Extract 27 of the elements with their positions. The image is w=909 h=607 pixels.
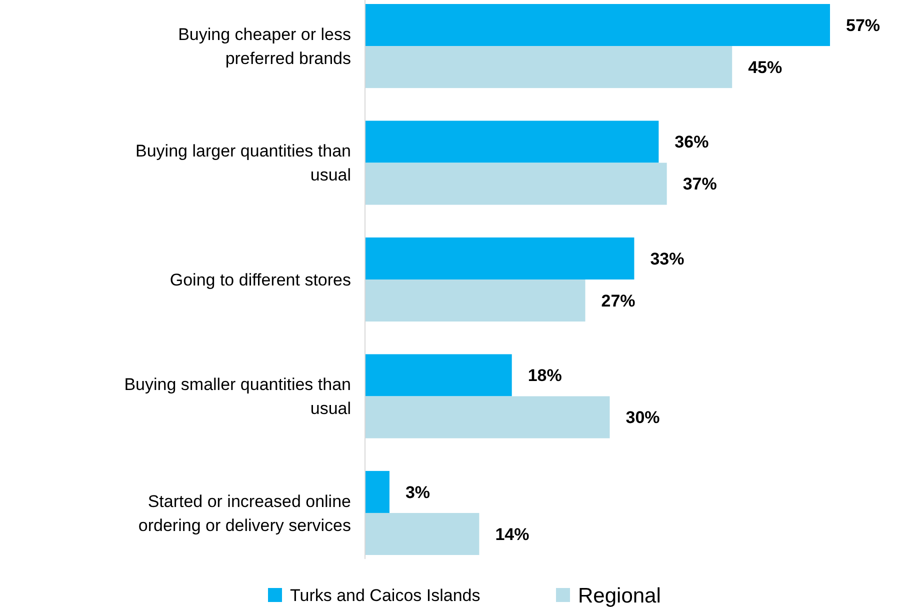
bar	[365, 512, 480, 555]
data-label: 45%	[748, 58, 782, 77]
y-tick-label: Buying larger quantities than usual	[136, 142, 351, 185]
bar	[365, 46, 732, 88]
data-label: 18%	[528, 366, 562, 386]
bar	[365, 4, 830, 46]
bar	[365, 162, 667, 205]
bar	[365, 470, 390, 513]
data-label: 3%	[405, 482, 430, 502]
y-tick-label: Started or increased online ordering or delivery services	[138, 492, 351, 535]
data-label: 36%	[674, 132, 709, 152]
bar	[365, 396, 610, 438]
legend-label: Regional	[578, 584, 661, 607]
data-label: 30%	[626, 408, 660, 428]
data-label: 37%	[682, 174, 717, 194]
data-label: 33%	[650, 249, 684, 268]
bar	[365, 120, 659, 163]
y-tick-label: Buying smaller quantities than usual	[124, 375, 351, 418]
y-tick-label: Going to different stores	[170, 270, 351, 290]
data-label: 27%	[601, 291, 636, 310]
bar	[365, 354, 512, 396]
data-label: 14%	[495, 524, 530, 544]
bar	[365, 280, 586, 322]
y-tick-label: Buying cheaper or less preferred brands	[178, 24, 351, 68]
data-label: 57%	[846, 16, 880, 35]
bar	[365, 237, 634, 280]
legend-label: Turks and Caicos Islands	[290, 586, 480, 605]
